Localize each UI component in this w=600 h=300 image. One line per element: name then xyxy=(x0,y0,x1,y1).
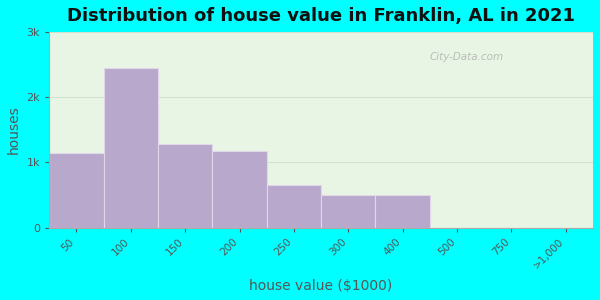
Bar xyxy=(267,185,321,228)
Bar xyxy=(212,151,267,228)
X-axis label: house value ($1000): house value ($1000) xyxy=(250,279,393,293)
Y-axis label: houses: houses xyxy=(7,105,21,154)
Bar xyxy=(104,68,158,228)
Bar xyxy=(376,195,430,228)
Bar xyxy=(321,195,376,228)
Title: Distribution of house value in Franklin, AL in 2021: Distribution of house value in Franklin,… xyxy=(67,7,575,25)
Bar xyxy=(158,144,212,228)
Text: City-Data.com: City-Data.com xyxy=(430,52,504,61)
Bar xyxy=(49,153,104,228)
